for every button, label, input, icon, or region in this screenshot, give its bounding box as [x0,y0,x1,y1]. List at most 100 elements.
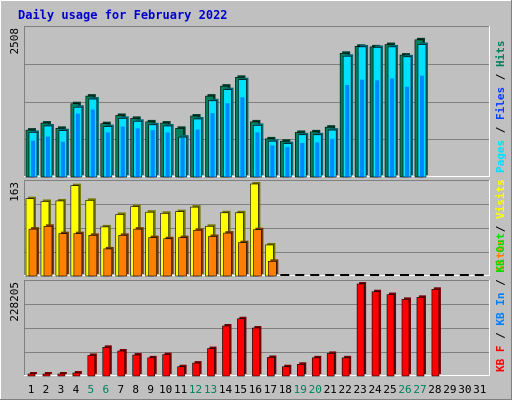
day-label: 21 [324,383,337,396]
legend-label-part: KB F [494,346,507,373]
kb-bar [117,350,126,377]
files-bar [45,136,50,177]
kb-bar [416,297,425,377]
kb-bar [341,357,350,377]
kb-bar [311,357,320,377]
legend-label-part: / [494,326,507,346]
zero-marker [444,274,454,276]
kb-bar [27,373,36,377]
day-label: 10 [159,383,172,396]
kb-bar [57,373,66,377]
day-label: 18 [279,383,292,396]
files-bar [300,143,305,177]
sites-bar [103,248,113,277]
files-bar [270,145,275,177]
zero-marker [370,274,380,276]
sites-bar [43,226,53,277]
kb-bar-shadow [30,372,37,374]
kb-bar [401,299,410,377]
day-label: 19 [294,383,307,396]
kb-bar-shadow [59,372,67,374]
visits-sites-panel: 163 Sites / Visits [8,179,507,277]
legend-label-part: / [494,120,507,140]
kb-bar [371,291,380,377]
kb-bar [207,348,215,377]
zero-marker [474,274,484,276]
kb-bar [222,325,230,377]
kb-bar [132,354,141,377]
kb-bar [102,347,111,377]
files-bar [135,128,140,177]
hits-files-pages-panel: 2508 Pages / Files / Hits [8,26,507,178]
files-bar [105,132,110,177]
legend-label-part: / [494,273,507,293]
files-bar [120,126,125,177]
zero-marker [385,274,395,276]
legend-label-part: Pages [494,140,507,173]
zero-marker [295,274,305,276]
kb-bar-shadow [44,372,52,374]
files-bar [315,142,320,177]
legend-label-part: KB Out [494,233,507,273]
legend-label-part: KB In [494,293,507,326]
files-bar [240,97,245,177]
legend-label: Pages / Files / Hits [494,41,507,174]
zero-marker [399,274,409,276]
sites-bar [208,236,217,277]
kb-bar [252,327,260,377]
kb-bar [192,362,200,377]
y-max-label: 163 [8,182,21,202]
day-label: 9 [147,383,154,396]
zero-marker [459,274,469,276]
day-label: 3 [58,383,65,396]
sites-bar [178,237,187,277]
zero-marker [310,274,320,276]
day-label: 28 [428,383,441,396]
sites-bar [73,233,83,277]
files-bar [404,86,409,177]
zero-marker [325,274,335,276]
sites-bar [118,235,128,277]
zero-marker [355,274,365,276]
kb-bar [72,372,81,377]
day-label: 6 [102,383,109,396]
sites-bar [193,229,202,277]
files-bar [180,137,185,177]
day-label: 2 [43,383,50,396]
legend-label-part: Visits [494,179,507,219]
sites-bar [163,238,172,277]
files-bar [75,113,80,177]
sites-bar [238,242,247,277]
files-bar [375,80,380,177]
legend-label-part: Sites [494,239,507,272]
day-label: 8 [132,383,139,396]
day-label: 20 [309,383,322,396]
day-label: 22 [339,383,352,396]
sites-bar [58,233,68,277]
files-bar [90,109,95,177]
kb-bar-shadow [74,370,82,374]
day-label: 29 [443,383,456,396]
kb-bar [267,357,275,377]
day-label: 14 [219,383,233,396]
kb-bar [356,283,365,377]
sites-bar [28,228,38,277]
files-bar [195,129,200,177]
kb-bar [87,355,96,377]
files-bar [225,103,230,177]
legend-label-part: / [494,67,507,87]
day-label: 30 [458,383,471,396]
kb-bar [237,318,245,377]
day-label: 15 [234,383,247,396]
sites-bar [148,237,157,277]
kb-bar [42,373,51,377]
sites-bar [268,261,277,277]
kb-bar [296,364,305,377]
sites-bar [88,235,98,277]
sites-bar [133,228,143,277]
day-label: 12 [189,383,202,396]
zero-marker [414,274,424,276]
files-bar [165,132,170,177]
day-label: 26 [398,383,411,396]
